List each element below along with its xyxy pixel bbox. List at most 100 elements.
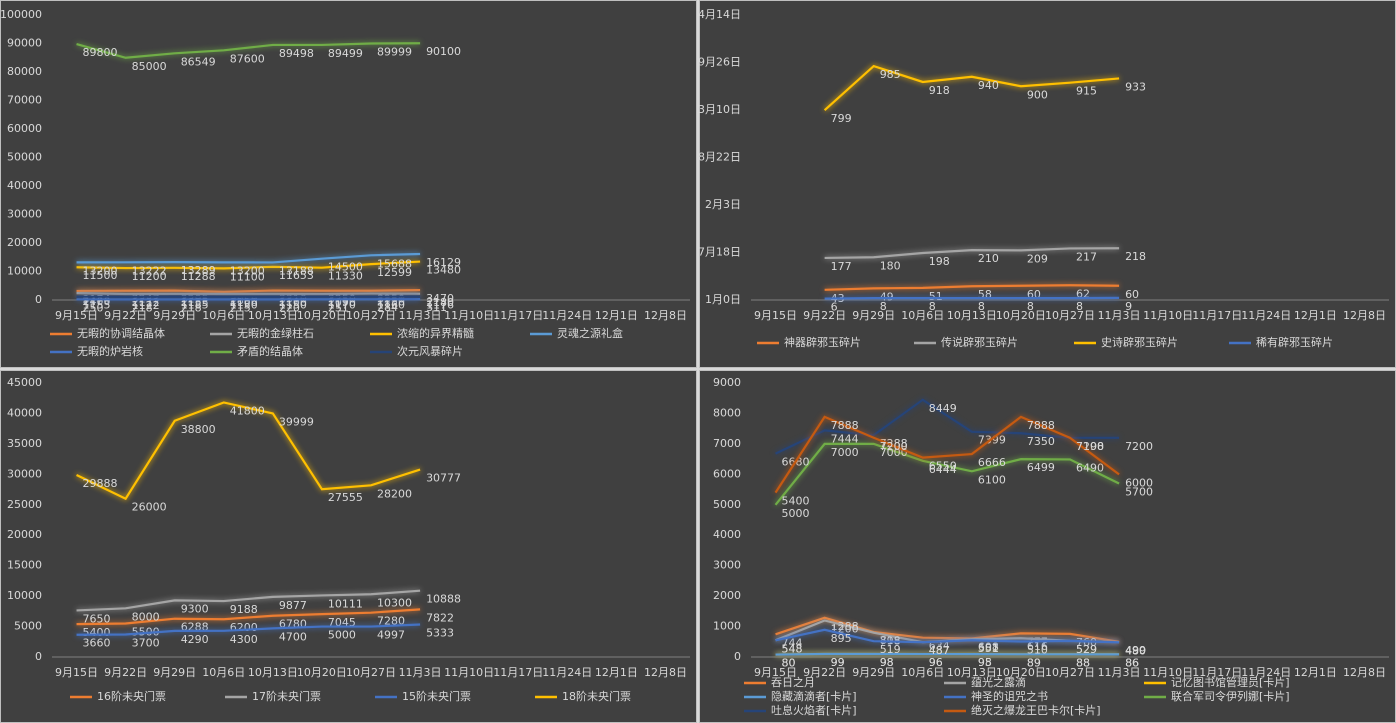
data-label: 3660: [83, 637, 111, 650]
legend-label: 史诗辟邪玉碎片: [1101, 335, 1178, 349]
series-line: [76, 289, 421, 293]
legend-label: 17阶未央门票: [252, 689, 321, 703]
data-label: 8: [880, 300, 887, 313]
y-tick-label: 15000: [7, 559, 42, 572]
data-label: 12599: [377, 266, 412, 279]
y-tick-label: 80000: [7, 65, 42, 78]
data-label: 895: [831, 632, 852, 645]
data-label: 13222: [132, 264, 167, 277]
legend-label: 绝灭之爆龙王巴卡尔[卡片]: [971, 703, 1101, 717]
data-label: 1176: [426, 299, 454, 312]
data-label: 14500: [328, 261, 363, 274]
data-label: 89: [1027, 656, 1041, 669]
x-tick-label: 12月1日: [1294, 666, 1337, 679]
y-tick-label: 4000: [713, 528, 741, 541]
legend-label: 传说辟邪玉碎片: [941, 335, 1018, 349]
data-label: 10300: [377, 596, 412, 609]
x-tick-label: 9月15日: [55, 309, 98, 322]
series-line: [76, 252, 421, 264]
data-label: 582: [978, 641, 999, 654]
series-line: [76, 608, 421, 626]
data-label: 89800: [83, 46, 118, 59]
x-tick-label: 9月22日: [803, 309, 846, 322]
x-tick-label: 10月13日: [248, 666, 298, 679]
data-label: 1122: [132, 299, 160, 312]
y-tick-label: 30000: [7, 467, 42, 480]
data-label: 510: [1027, 643, 1048, 656]
data-label: 10111: [328, 597, 363, 610]
data-label: 98: [880, 656, 894, 669]
x-tick-label: 10月20日: [297, 309, 347, 322]
y-tick-label: 40000: [7, 406, 42, 419]
data-label: 13200: [83, 264, 118, 277]
legend-label: 吞日之月: [771, 675, 815, 689]
x-tick-label: 10月27日: [1045, 666, 1095, 679]
y-tick-label: 9000: [713, 376, 741, 389]
data-label: 9877: [279, 599, 307, 612]
legend-label: 蕴光之露滴: [971, 675, 1026, 689]
data-label: 4997: [377, 629, 405, 642]
x-tick-label: 11月3日: [1098, 309, 1141, 322]
x-tick-label: 9月22日: [104, 309, 147, 322]
data-label: 88: [1076, 656, 1090, 669]
legend-label: 神圣的诅咒之书: [971, 689, 1048, 703]
data-label: 7650: [83, 612, 111, 625]
data-label: 5400: [83, 626, 111, 639]
y-tick-label: 8000: [713, 406, 741, 419]
x-tick-label: 12月8日: [644, 309, 687, 322]
x-tick-label: 11月24日: [542, 666, 592, 679]
x-tick-label: 10月6日: [202, 309, 245, 322]
data-label: 6: [831, 301, 838, 314]
data-label: 7288: [880, 437, 908, 450]
data-label: 180: [880, 259, 901, 272]
legend-label: 15阶未央门票: [402, 689, 471, 703]
y-tick-label: 10000: [7, 589, 42, 602]
data-label: 13188: [279, 264, 314, 277]
data-label: 490: [1125, 644, 1146, 657]
series-line: [824, 247, 1120, 260]
y-tick-label: 6000: [713, 467, 741, 480]
y-tick-label: 20000: [7, 528, 42, 541]
data-label: 940: [978, 79, 999, 92]
data-label: 217: [1076, 250, 1097, 263]
data-label: 1150: [230, 299, 258, 312]
data-label: 98: [978, 656, 992, 669]
data-label: 6550: [929, 460, 957, 473]
panel-bg: [0, 0, 697, 368]
data-label: 7200: [880, 440, 908, 453]
legend-label: 灵魂之源礼盒: [557, 326, 623, 340]
data-label: 6499: [1027, 461, 1055, 474]
data-label: 98: [880, 656, 894, 669]
data-label: 8: [978, 300, 985, 313]
data-label: 60: [1125, 288, 1139, 301]
data-label: 5400: [782, 495, 810, 508]
y-tick-label: 35000: [7, 437, 42, 450]
series-line: [775, 398, 1120, 455]
x-tick-label: 10月27日: [1045, 309, 1095, 322]
data-label: 8000: [132, 610, 160, 623]
legend-label: 18阶未央门票: [562, 689, 631, 703]
x-tick-label: 11月3日: [399, 309, 442, 322]
data-label: 177: [831, 260, 852, 273]
data-label: 250: [83, 301, 104, 314]
x-tick-label: 10月20日: [297, 666, 347, 679]
data-label: 529: [1076, 643, 1097, 656]
y-tick-label: 100000: [0, 8, 42, 21]
data-label: 198: [929, 255, 950, 268]
data-label: 4290: [181, 633, 209, 646]
y-tick-label: 40000: [7, 179, 42, 192]
data-label: 30777: [426, 472, 461, 485]
data-label: 220: [279, 301, 300, 314]
data-label: 284: [377, 301, 398, 314]
data-label: 11330: [328, 270, 363, 283]
y-tick-label: 70000: [7, 94, 42, 107]
data-label: 6490: [1076, 461, 1104, 474]
series-line: [774, 442, 1120, 506]
y-tick-label: 7000: [713, 437, 741, 450]
chart-panel: 0 5000 10000 15000 20000 25000 30000 35000 40000…: [0, 370, 697, 723]
data-label: 89498: [279, 47, 314, 60]
data-label: 13289: [181, 264, 216, 277]
y-tick-label: 2000: [713, 589, 741, 602]
data-label: 529: [1076, 643, 1097, 656]
x-tick-label: 10月20日: [996, 309, 1046, 322]
